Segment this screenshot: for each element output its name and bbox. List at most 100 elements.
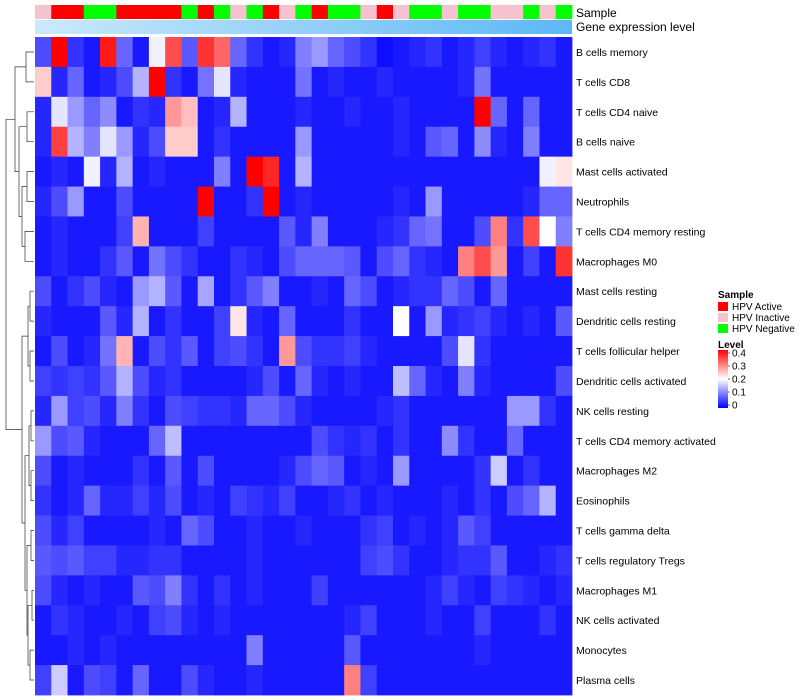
heatmap-cell — [148, 96, 166, 128]
heatmap-cell — [246, 366, 264, 397]
sample-annotation-cell — [262, 5, 280, 19]
heatmap-cell — [116, 665, 134, 696]
heatmap-cell — [197, 545, 215, 576]
heatmap-cell — [506, 336, 524, 367]
heatmap-cell — [83, 186, 101, 217]
heatmap-cell — [165, 515, 182, 546]
heatmap-cell — [376, 425, 394, 457]
heatmap-cell — [409, 485, 426, 516]
heatmap-cell — [262, 395, 280, 427]
heatmap-cell — [327, 455, 345, 487]
heatmap-cell — [165, 605, 182, 636]
heatmap-cell — [83, 425, 101, 457]
heatmap-cell — [490, 96, 508, 128]
heatmap-cell — [214, 96, 231, 128]
heatmap-cell — [311, 96, 329, 128]
heatmap-cell — [181, 635, 199, 666]
heatmap-cell — [279, 306, 296, 337]
heatmap-cell — [197, 246, 215, 277]
heatmap-cell — [35, 96, 52, 128]
heatmap-cell — [555, 635, 573, 666]
heatmap-cell — [490, 425, 508, 457]
sample-annotation-cell — [279, 5, 296, 19]
row-labels: B cells memory T cells CD8 T cells CD4 nai… — [576, 47, 716, 687]
heatmap-cell — [100, 66, 117, 98]
heatmap-cell — [51, 276, 68, 307]
heatmap-cell — [474, 186, 492, 217]
heatmap-cell — [279, 425, 296, 457]
heatmap-cell — [100, 635, 117, 666]
heatmap-cell — [51, 216, 68, 247]
heatmap-cell — [132, 665, 150, 696]
heatmap-cell — [230, 635, 247, 666]
heatmap-cell — [35, 336, 52, 367]
heatmap-cell — [409, 186, 426, 217]
heatmap-cell — [539, 276, 557, 307]
heatmap-cell — [360, 306, 378, 337]
heatmap-cell — [506, 246, 524, 277]
sample-annotation-cell — [360, 5, 378, 19]
heatmap-cell — [116, 276, 134, 307]
heatmap-cell — [409, 126, 426, 158]
heatmap-cell — [441, 515, 459, 546]
legend-swatch-hpv-negative — [718, 324, 728, 333]
heatmap-cell — [116, 485, 134, 516]
heatmap-cell — [279, 605, 296, 636]
heatmap-cell — [506, 515, 524, 546]
heatmap-cell — [132, 455, 150, 487]
heatmap-cell — [214, 425, 231, 457]
heatmap-cell — [83, 306, 101, 337]
heatmap-cell — [230, 366, 247, 397]
sample-legend-title: Sample — [718, 290, 754, 301]
heatmap-cell — [67, 575, 85, 606]
heatmap-cell — [327, 545, 345, 576]
heatmap-cell — [425, 366, 443, 397]
heatmap-cell — [262, 605, 280, 636]
heatmap-cell — [344, 96, 361, 128]
heatmap-cell — [458, 485, 475, 516]
heatmap-cell — [376, 306, 394, 337]
legend-label-hpv-inactive: HPV Inactive — [732, 313, 790, 324]
heatmap-cell — [132, 186, 150, 217]
heatmap-cell — [279, 276, 296, 307]
heatmap-cell — [506, 635, 524, 666]
heatmap-cell — [246, 66, 264, 98]
heatmap-cell — [83, 276, 101, 307]
heatmap-cell — [409, 216, 426, 247]
heatmap-cell — [327, 126, 345, 158]
heatmap-cell — [523, 37, 540, 68]
heatmap-cell — [246, 665, 264, 696]
heatmap-cell — [148, 485, 166, 516]
heatmap-cell — [490, 545, 508, 576]
heatmap-cell — [311, 246, 329, 277]
sample-annotation-cell — [51, 5, 68, 19]
heatmap-cell — [409, 276, 426, 307]
heatmap-cell — [100, 336, 117, 367]
heatmap-cell — [425, 605, 443, 636]
heatmap-cell — [262, 336, 280, 367]
heatmap-cell — [425, 156, 443, 187]
heatmap-cell — [474, 545, 492, 576]
heatmap-cell — [409, 395, 426, 427]
legend-swatch-hpv-inactive — [718, 313, 728, 322]
heatmap-cell — [262, 545, 280, 576]
heatmap-cell — [165, 485, 182, 516]
heatmap-cell — [116, 635, 134, 666]
heatmap-cell — [393, 126, 410, 158]
heatmap-cell — [230, 156, 247, 187]
heatmap-cell — [474, 425, 492, 457]
heatmap-cell — [458, 96, 475, 128]
heatmap-cell — [67, 276, 85, 307]
heatmap-cell — [35, 126, 52, 158]
heatmap-cell — [523, 575, 540, 606]
heatmap-cell — [376, 366, 394, 397]
heatmap-cell — [230, 276, 247, 307]
heatmap-cell — [523, 96, 540, 128]
heatmap-cell — [295, 425, 313, 457]
heatmap-cell — [311, 665, 329, 696]
sample-annotation-cell — [181, 5, 199, 19]
heatmap-cell — [246, 186, 264, 217]
heatmap-cell — [67, 605, 85, 636]
sample-annotation-cell — [555, 5, 573, 19]
heatmap-cell — [490, 635, 508, 666]
